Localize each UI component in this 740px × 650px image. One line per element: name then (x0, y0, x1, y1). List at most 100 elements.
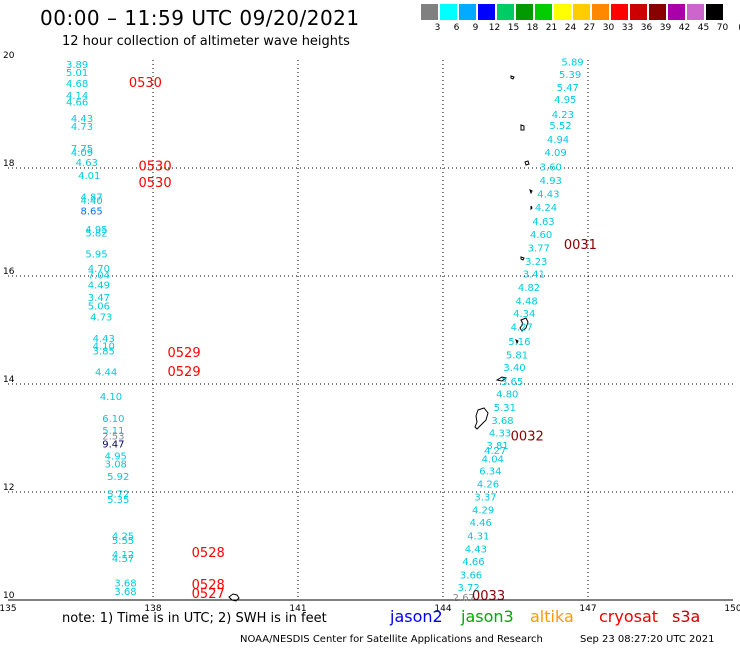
lon-tick-label: 147 (579, 604, 596, 614)
legend-label: 3 (434, 23, 441, 33)
wave-height-value: 4.95 (85, 225, 107, 236)
wave-height-value: 4.49 (88, 280, 110, 291)
wave-height-value: 4.09 (545, 148, 567, 159)
wave-height-value: 3.85 (93, 346, 115, 357)
legend-swatch (516, 4, 533, 20)
island-outline (529, 189, 533, 195)
legend-swatch (478, 4, 495, 20)
pass-time-label: 0528 (192, 578, 225, 593)
lon-tick-label: 150 (724, 604, 740, 614)
wave-height-value: 4.14 (66, 91, 88, 102)
legend-label: 42 (678, 23, 691, 33)
generation-timestamp: Sep 23 08:27:20 UTC 2021 (580, 634, 715, 645)
wave-height-value: 4.40 (81, 196, 103, 207)
wave-height-value: 2.67 (453, 593, 475, 604)
legend-swatch (554, 4, 571, 20)
legend-label: 15 (507, 23, 520, 33)
wave-height-value: 4.48 (516, 297, 538, 308)
wave-height-value: 4.70 (88, 264, 110, 275)
wave-height-value: 3.81 (487, 441, 509, 452)
wave-height-value: 5.52 (549, 121, 571, 132)
chart-subtitle: 12 hour collection of altimeter wave hei… (62, 34, 350, 49)
lon-tick-label: 138 (144, 604, 161, 614)
island-outline (228, 593, 240, 602)
legend-label: 36 (640, 23, 653, 33)
pass-time-label: 0032 (511, 430, 544, 445)
island-outline (530, 205, 533, 211)
legend-swatch (668, 4, 685, 20)
lat-tick-label: 10 (3, 591, 15, 601)
wave-height-value: 5.81 (506, 351, 528, 362)
wave-height-value: 3.68 (114, 579, 136, 590)
legend-label: 6 (453, 23, 460, 33)
wave-height-value: 4.12 (112, 550, 134, 561)
legend-swatch (649, 4, 666, 20)
wave-height-value: 3.66 (460, 570, 482, 581)
legend-label: 45 (697, 23, 710, 33)
legend-label: 9 (472, 23, 479, 33)
pass-time-labels: 0530053005300529052905280528052700310032… (129, 76, 597, 604)
legend-label: 30 (602, 23, 615, 33)
wave-height-value: 3.41 (523, 270, 545, 281)
wave-height-value: 6.34 (479, 467, 501, 478)
satellite-name: s3a (672, 607, 701, 626)
wave-height-value: 4.43 (465, 544, 487, 555)
wave-height-value: 4.73 (90, 312, 112, 323)
wave-height-value: 4.82 (518, 283, 540, 294)
legend-label: 33 (621, 23, 634, 33)
pass-time-label: 0530 (139, 160, 172, 175)
wave-height-value: 5.55 (112, 536, 134, 547)
wave-height-value: 4.63 (532, 217, 554, 228)
legend-swatch (421, 4, 438, 20)
wave-height-value: 6.10 (102, 414, 124, 425)
wave-height-value: 4.60 (530, 230, 552, 241)
wave-height-value: 5.16 (508, 337, 530, 348)
pass-time-label: 0528 (192, 546, 225, 561)
wave-height-value: 5.47 (557, 83, 579, 94)
wave-height-value: 3.60 (540, 163, 562, 174)
island-outline (519, 317, 529, 332)
wave-height-value: 7.04 (88, 271, 110, 282)
wave-height-value: 4.33 (489, 428, 511, 439)
legend-label: 12 (488, 23, 501, 33)
pass-time-label: 0033 (472, 589, 505, 604)
legend-swatch (440, 4, 457, 20)
lat-tick-label: 14 (3, 375, 15, 385)
wave-height-value: 4.10 (93, 341, 115, 352)
legend-label: 18 (526, 23, 539, 33)
wave-height-value: 3.23 (525, 257, 547, 268)
wave-height-value: 3.40 (503, 363, 525, 374)
wave-height-value: 3.77 (528, 244, 550, 255)
wave-height-value: 4.29 (472, 506, 494, 517)
wave-height-value: 5.06 (88, 301, 110, 312)
wave-height-value: 3.68 (491, 416, 513, 427)
wave-height-value: 3.37 (474, 493, 496, 504)
wave-height-value: 4.31 (467, 532, 489, 543)
legend-swatch (630, 4, 647, 20)
wave-height-value: 5.89 (561, 57, 583, 68)
wave-height-value: 4.44 (95, 367, 117, 378)
wave-height-value: 4.95 (554, 95, 576, 106)
wave-height-value: 3.65 (501, 377, 523, 388)
wave-height-value: 8.65 (81, 206, 103, 217)
wave-height-value: 5.35 (107, 495, 129, 506)
wave-height-value: 7.75 (71, 144, 93, 155)
lat-tick-label: 18 (3, 159, 15, 169)
satellite-name: cryosat (599, 607, 659, 626)
wave-height-value: 4.43 (537, 190, 559, 201)
legend-swatch (573, 4, 590, 20)
lat-tick-label: 16 (3, 267, 15, 277)
footnote: note: 1) Time is in UTC; 2) SWH is in fe… (62, 611, 327, 626)
wave-height-value: 5.39 (559, 70, 581, 81)
island-outline (474, 407, 489, 430)
wave-height-value: 5.82 (85, 229, 107, 240)
wave-height-value: 4.23 (552, 110, 574, 121)
wave-height-value: 3.08 (105, 460, 127, 471)
wave-height-value: 9.47 (102, 440, 124, 451)
satellite-name: altika (530, 607, 574, 626)
legend-unit: (ft) (735, 23, 740, 33)
legend-label: 24 (564, 23, 577, 33)
island-outline (520, 256, 525, 261)
